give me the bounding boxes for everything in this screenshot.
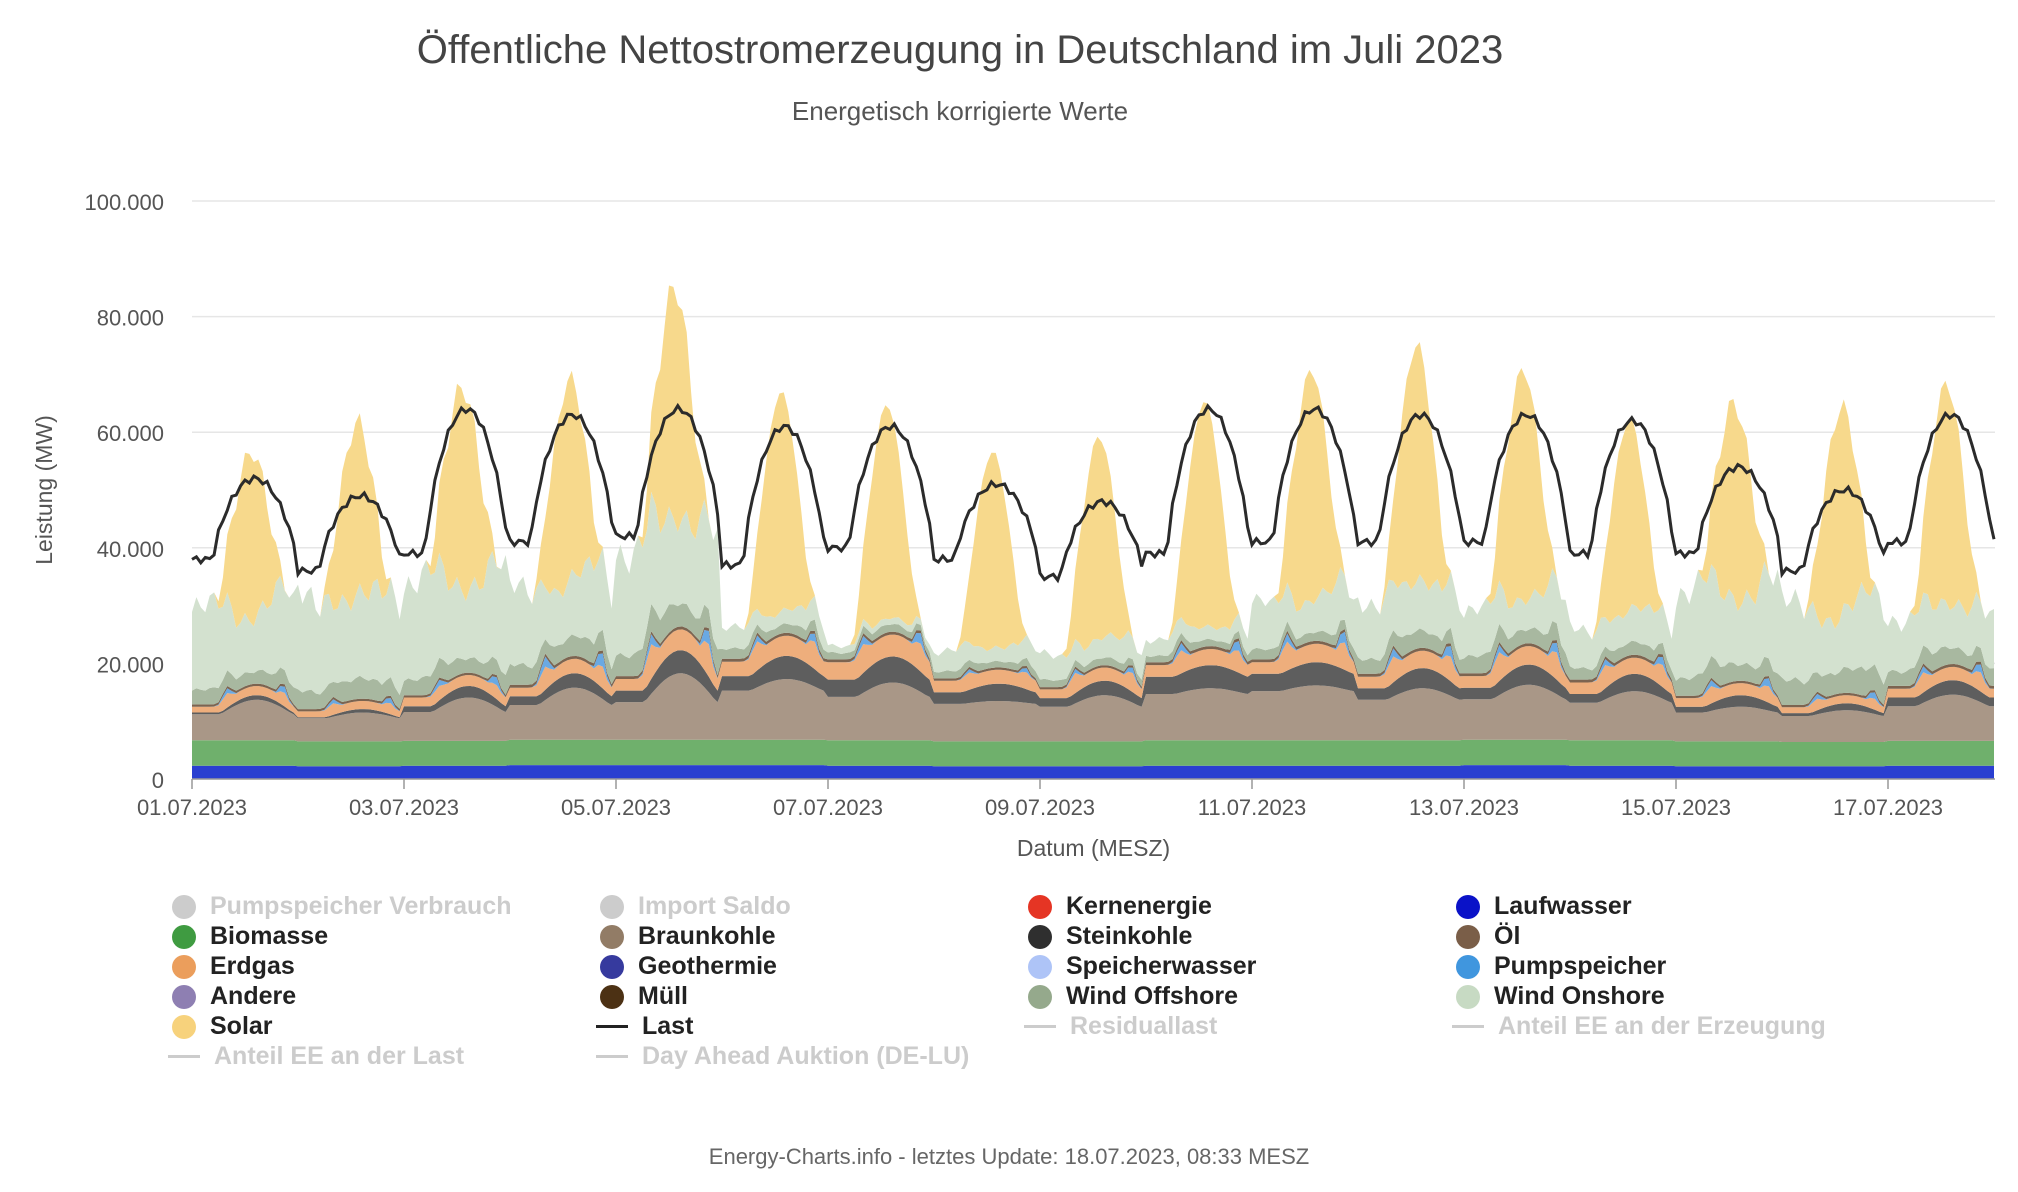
legend-label: Pumpspeicher Verbrauch [210, 892, 512, 920]
legend-item-biomasse[interactable]: Biomasse [172, 922, 328, 951]
legend-label: Biomasse [210, 922, 329, 950]
chart-plot[interactable]: 0 20.000 40.000 60.000 80.000 100.000 01.07.20… [0, 0, 2018, 880]
legend-dot-symbol [1456, 894, 1480, 919]
x-tick-label: 13.07.2023 [1409, 795, 1519, 820]
legend-dot-symbol [172, 894, 196, 919]
legend-label: Braunkohle [638, 922, 776, 950]
x-tick-label: 09.07.2023 [985, 795, 1095, 820]
legend-item-anteil-ee-an-der-last[interactable]: Anteil EE an der Last [168, 1042, 465, 1071]
legend-item-residuallast[interactable]: Residuallast [1024, 1012, 1218, 1041]
y-axis-title: Leistung (MW) [31, 415, 57, 565]
y-tick-label: 0 [152, 768, 164, 793]
chart-title: Öffentliche Nettostromerzeugung in Deuts… [416, 28, 1504, 72]
legend-dot-symbol [172, 924, 196, 949]
legend-label: Erdgas [210, 952, 295, 980]
legend-dot-symbol [172, 954, 196, 979]
legend-item-day-ahead-auktion-de-lu-[interactable]: Day Ahead Auktion (DE-LU) [596, 1042, 970, 1071]
legend-item-steinkohle[interactable]: Steinkohle [1028, 922, 1192, 951]
legend-label: Solar [210, 1012, 273, 1040]
area-steinkohle [192, 650, 1994, 719]
legend-item-erdgas[interactable]: Erdgas [172, 952, 295, 981]
legend-dot-symbol [1456, 984, 1480, 1009]
legend-item-pumpspeicher[interactable]: Pumpspeicher [1456, 952, 1666, 981]
area-wind-onshore [192, 491, 1994, 695]
area-solar [192, 285, 1994, 659]
x-tick-label: 17.07.2023 [1833, 795, 1943, 820]
legend-dot-symbol [1028, 954, 1052, 979]
legend-item-braunkohle[interactable]: Braunkohle [600, 922, 776, 951]
legend-item-import-saldo[interactable]: Import Saldo [600, 892, 791, 921]
x-tick-label: 11.07.2023 [1198, 795, 1306, 820]
x-tick-label: 07.07.2023 [773, 795, 883, 820]
legend-dot-symbol [172, 984, 196, 1009]
legend-dot-symbol [1456, 954, 1480, 979]
legend-dot-symbol [172, 1014, 196, 1039]
y-tick-label: 20.000 [97, 652, 164, 677]
legend-item-laufwasser[interactable]: Laufwasser [1456, 892, 1632, 921]
line-last [191, 402, 1996, 584]
legend-dot-symbol [1028, 894, 1052, 919]
y-tick-label: 80.000 [97, 306, 164, 331]
footer-update-note: Energy-Charts.info - letztes Update: 18.… [708, 1144, 1310, 1169]
area-wind-offshore [192, 603, 1994, 710]
legend-item-anteil-ee-an-der-erzeugung[interactable]: Anteil EE an der Erzeugung [1452, 1012, 1826, 1041]
chart-subtitle: Energetisch korrigierte Werte [791, 96, 1129, 126]
x-axis-title: Datum (MESZ) [1017, 835, 1170, 861]
legend-item-kernenergie[interactable]: Kernenergie [1028, 892, 1212, 921]
area-braunkohle [192, 673, 1994, 742]
legend-dot-symbol [600, 954, 624, 979]
area-laufwasser [192, 765, 1994, 779]
legend-item-speicherwasser[interactable]: Speicherwasser [1028, 952, 1256, 981]
area-oel [192, 626, 1994, 712]
y-tick-label: 60.000 [97, 421, 164, 446]
legend-item-pumpspeicher-verbrauch[interactable]: Pumpspeicher Verbrauch [172, 892, 512, 921]
legend-label: Andere [210, 982, 297, 1010]
legend-item-geothermie[interactable]: Geothermie [600, 952, 777, 981]
legend-dot-symbol [1028, 984, 1052, 1009]
legend-label: Day Ahead Auktion (DE-LU) [642, 1042, 970, 1070]
area-biomasse [192, 739, 1994, 767]
legend-item-wind-onshore[interactable]: Wind Onshore [1456, 982, 1665, 1011]
legend-dot-symbol [1028, 924, 1052, 949]
legend-label: Import Saldo [638, 892, 791, 920]
legend-label: Steinkohle [1066, 922, 1193, 950]
legend-line-symbol [596, 1055, 628, 1058]
legend-dot-symbol [600, 924, 624, 949]
legend-item-last[interactable]: Last [596, 1012, 694, 1041]
legend-item-müll[interactable]: Müll [600, 982, 688, 1011]
x-tick-label: 01.07.2023 [137, 795, 247, 820]
y-tick-label: 100.000 [84, 190, 164, 215]
y-tick-label: 40.000 [97, 537, 164, 562]
legend-label: Residuallast [1070, 1012, 1218, 1040]
x-tick-label: 05.07.2023 [561, 795, 671, 820]
legend-item-solar[interactable]: Solar [172, 1012, 273, 1041]
legend-label: Laufwasser [1494, 892, 1632, 920]
x-tick-label: 03.07.2023 [349, 795, 459, 820]
legend-item-wind-offshore[interactable]: Wind Offshore [1028, 982, 1238, 1011]
legend-label: Last [642, 1012, 694, 1040]
legend-label: Anteil EE an der Last [214, 1042, 465, 1070]
legend-label: Öl [1494, 922, 1521, 950]
x-tick-label: 15.07.2023 [1621, 795, 1731, 820]
legend-label: Pumpspeicher [1494, 952, 1667, 980]
legend-label: Wind Onshore [1494, 982, 1665, 1010]
legend-label: Geothermie [638, 952, 777, 980]
legend-line-symbol [1452, 1025, 1484, 1028]
legend-line-symbol [1024, 1025, 1056, 1028]
legend-label: Speicherwasser [1066, 952, 1257, 980]
legend-dot-symbol [1456, 924, 1480, 949]
legend-label: Kernenergie [1066, 892, 1212, 920]
legend-item-öl[interactable]: Öl [1456, 922, 1520, 951]
legend-dot-symbol [600, 894, 624, 919]
legend-line-symbol [168, 1055, 200, 1058]
legend-dot-symbol [600, 984, 624, 1009]
legend-label: Anteil EE an der Erzeugung [1498, 1012, 1826, 1040]
legend-item-andere[interactable]: Andere [172, 982, 296, 1011]
area-erdgas [192, 629, 1994, 718]
legend-label: Müll [638, 982, 688, 1010]
legend-label: Wind Offshore [1066, 982, 1238, 1010]
legend-line-symbol [596, 1025, 628, 1028]
